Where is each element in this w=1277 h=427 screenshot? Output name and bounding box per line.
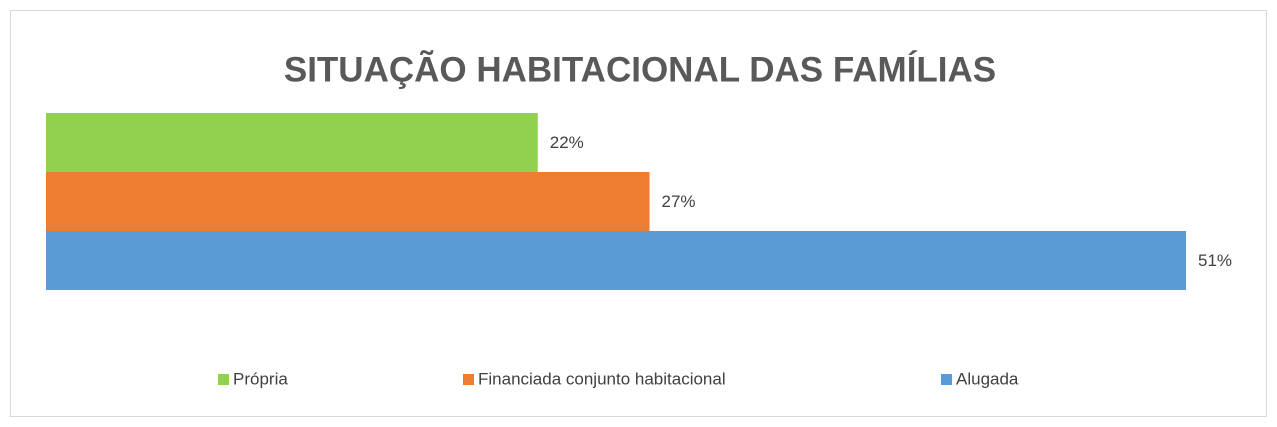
bar [46,113,538,172]
data-label: 22% [550,133,584,152]
legend-label: Alugada [956,369,1019,388]
legend-swatch [463,374,474,385]
bar [46,172,650,231]
data-label: 51% [1198,251,1232,270]
data-label: 27% [662,192,696,211]
legend-label: Financiada conjunto habitacional [478,369,726,388]
bar [46,231,1186,290]
legend-swatch [941,374,952,385]
legend-label: Própria [233,369,288,388]
chart-title: SITUAÇÃO HABITACIONAL DAS FAMÍLIAS [284,49,996,89]
legend-swatch [218,374,229,385]
